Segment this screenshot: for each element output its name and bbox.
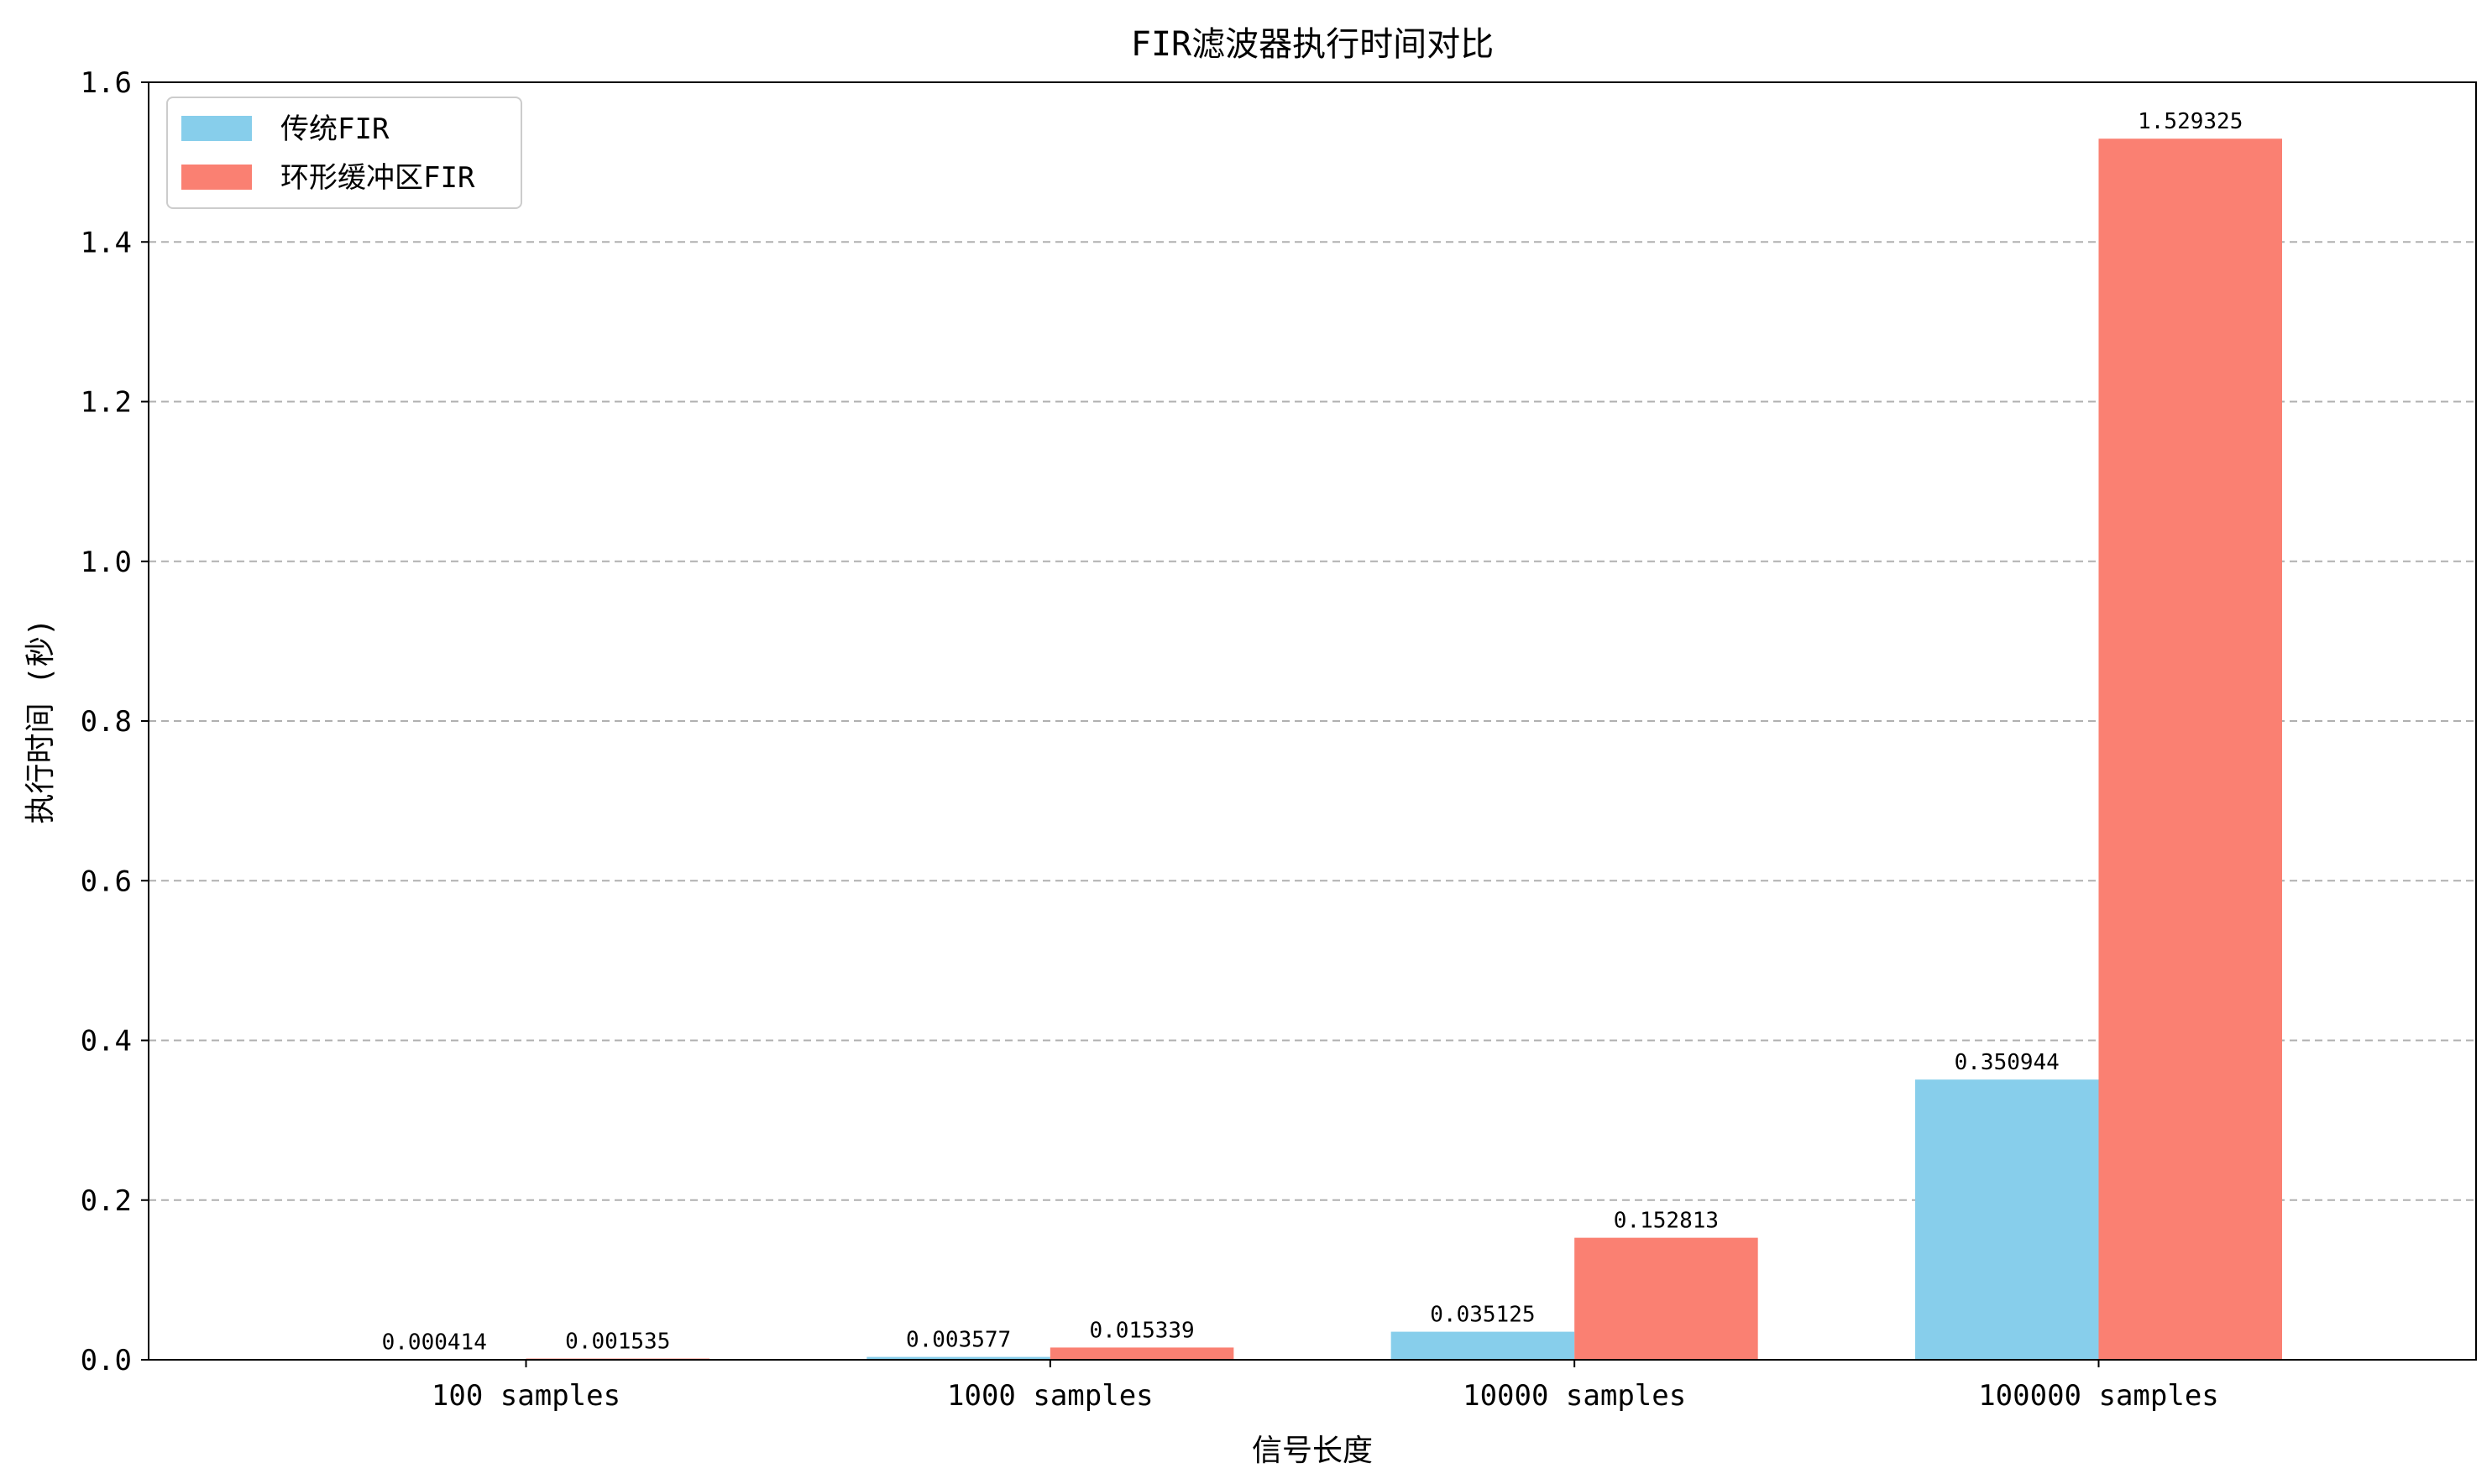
data-labels: 0.000414 0.003577 0.035125 0.350944 0.001535… [382,109,2243,1355]
bars [343,138,2282,1360]
bar [1914,1079,2099,1360]
bar [1390,1331,1575,1360]
y-tick-label: 1.4 [81,226,132,259]
x-tick-label: 100000 samples [1978,1379,2219,1413]
legend-swatch-ring-buffer-fir [181,165,252,190]
bar-value-label: 0.001535 [565,1330,670,1355]
bar-value-label: 0.350944 [1955,1050,2060,1075]
y-axis: 0.0 0.2 0.4 0.6 0.8 1.0 1.2 1.4 1.6 [81,66,149,1377]
bar-value-label: 0.035125 [1430,1303,1535,1328]
bar-value-label: 0.000414 [382,1330,487,1356]
x-tick-label: 1000 samples [947,1379,1154,1413]
bar [1050,1347,1234,1360]
bar-value-label: 0.003577 [906,1328,1011,1353]
bar-value-label: 0.152813 [1614,1209,1719,1234]
legend-label-traditional-fir: 传统FIR [280,112,390,146]
x-tick-label: 10000 samples [1463,1379,1686,1413]
legend-frame [166,97,522,209]
y-tick-label: 0.0 [81,1344,132,1377]
legend-swatch-traditional-fir [181,116,252,141]
bar-value-label: 1.529325 [2138,109,2243,134]
chart-title: FIR滤波器执行时间对比 [1131,25,1494,64]
legend: 传统FIR 环形缓冲区FIR [166,97,522,209]
x-axis-label: 信号长度 [1252,1434,1373,1468]
y-tick-label: 0.8 [81,705,132,739]
x-axis: 100 samples 1000 samples 10000 samples 1000… [432,1360,2219,1413]
x-tick-label: 100 samples [432,1379,620,1413]
y-tick-label: 1.2 [81,386,132,420]
bar-value-label: 0.015339 [1089,1318,1194,1343]
bar [1574,1237,1758,1360]
legend-label-ring-buffer-fir: 环形缓冲区FIR [280,161,475,195]
y-axis-label: 执行时间 (秒) [24,618,58,823]
y-tick-label: 1.6 [81,66,132,100]
y-tick-label: 1.0 [81,546,132,579]
bar [2098,138,2282,1360]
y-tick-label: 0.6 [81,865,132,898]
y-tick-label: 0.4 [81,1025,132,1058]
y-tick-label: 0.2 [81,1184,132,1218]
bar [866,1356,1050,1360]
